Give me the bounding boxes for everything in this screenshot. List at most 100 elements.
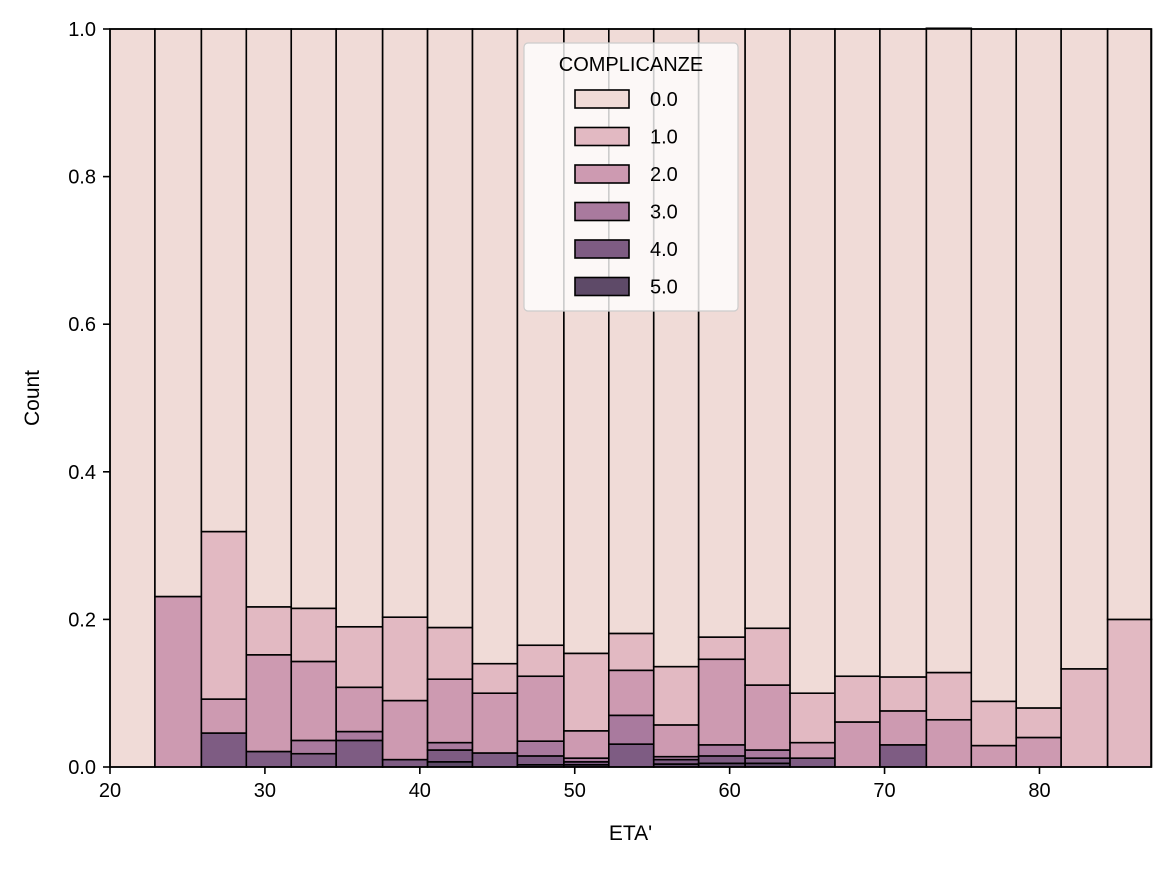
bar-segment-0-0 [426,28,474,629]
legend-label: 5.0 [650,277,678,299]
bar-segment-4-0 [516,755,565,766]
bar-segment-1-0 [970,700,1018,747]
bar-segment-1-0 [426,626,474,680]
legend-label: 3.0 [650,202,678,224]
y-tick-label: 0.6 [68,314,96,336]
x-tick-label: 20 [99,780,121,802]
bar-segment-0-0 [290,28,337,610]
bar-segment-1-0 [789,692,836,744]
bar-segment-2-0 [834,721,881,768]
bar-segment-1-0 [200,530,248,700]
bar-segment-3-0 [426,741,474,751]
bar-segment-1-0 [652,665,700,726]
bar-segment-1-0 [744,627,791,686]
bar-segment-1-0 [834,675,881,723]
bar-segment-3-0 [744,749,791,759]
bar-segment-3-0 [516,740,565,757]
y-tick-label: 0.0 [68,757,96,779]
bar-segment-1-0 [471,662,519,694]
y-tick-label: 0.2 [68,609,96,631]
x-tick-label: 30 [254,780,276,802]
y-tick-label: 0.4 [68,462,96,484]
legend-swatch-4-0 [574,239,630,259]
bar-segment-1-0 [563,652,610,732]
axes-layer: 20 30 40 50 60 70 80 0.0 0.2 0.4 0.6 0.8 1.0 ETA' Coun… [21,19,1152,845]
plot-frame [109,28,1152,768]
bar-segment-4-0 [697,755,746,765]
bar-segment-1-0 [516,644,565,678]
bar-segment-2-0 [154,595,203,768]
legend-swatch-2-0 [574,164,630,184]
legend-title: COMPLICANZE [559,54,703,76]
bar-segment-1-0 [697,636,746,661]
bar-segment-2-0 [516,675,565,742]
bar-segment-2-0 [925,718,973,768]
bar-segment-2-0 [290,660,337,742]
bar-segment-1-0 [1060,668,1109,768]
bar-segment-2-0 [744,684,791,751]
bar-segment-2-0 [426,678,474,744]
x-tick-label: 60 [719,780,741,802]
bar-segment-2-0 [200,698,248,734]
bar-segment-4-0 [381,758,429,768]
legend-label: 0.0 [650,89,678,111]
legend-swatch-3-0 [574,201,630,222]
y-tick-label: 0.8 [68,167,96,189]
legend-label: 2.0 [650,164,678,186]
y-tick-label: 1.0 [68,19,96,41]
bar-segment-4-0 [608,743,655,768]
bar-segment-1-0 [879,676,928,712]
bar-segment-2-0 [381,699,429,761]
bar-segment-2-0 [789,741,836,759]
bar-segment-0-0 [471,28,519,665]
x-tick-label: 70 [873,780,895,802]
bar-segment-4-0 [789,757,836,768]
bar-segment-4-0 [245,750,293,768]
bar-segment-1-0 [608,632,655,672]
bar-segment-1-0 [381,616,429,702]
bars-layer [109,27,1153,768]
bar-segment-2-0 [970,744,1018,768]
bar-segment-4-0 [290,752,337,768]
bar-segment-0-0 [335,28,384,628]
legend-swatch-1-0 [574,126,630,147]
legend-swatch-5-0 [574,276,630,297]
bar-segment-2-0 [608,669,655,717]
bar-segment-0-0 [789,28,836,695]
legend-box [523,42,739,312]
bar-segment-0-0 [834,28,881,678]
bar-segment-0-0 [925,27,973,674]
y-axis-label: Count [21,370,44,426]
bar-segment-3-0 [608,714,655,745]
bar-segment-0-0 [1015,28,1062,709]
legend-swatch-0-0 [574,89,630,109]
x-tick-label: 80 [1028,780,1050,802]
bar-segment-0-0 [154,28,203,598]
x-axis-label: ETA' [609,822,652,845]
bar-segment-0-0 [381,28,429,618]
bar-segment-2-0 [563,730,610,759]
bar-segment-1-0 [335,625,384,689]
bar-segment-0-0 [970,28,1018,703]
x-tick-label: 50 [564,780,586,802]
bar-segment-2-0 [652,724,700,758]
bar-segment-1-0 [925,671,973,721]
bar-segment-3-0 [697,744,746,757]
bar-segment-0-0 [1106,28,1153,621]
bar-segment-4-0 [426,749,474,763]
bar-segment-4-0 [879,744,928,768]
x-tick-label: 40 [409,780,431,802]
bar-segment-4-0 [471,752,519,768]
bar-segment-2-0 [1015,736,1062,768]
bar-segment-0-0 [1060,28,1109,670]
bar-segment-2-0 [245,654,293,753]
bar-segment-0-0 [744,28,791,630]
bar-segment-1-0 [1015,707,1062,739]
bar-segment-1-0 [245,606,293,656]
bar-segment-0-0 [109,28,156,768]
bar-segment-4-0 [335,739,384,768]
bar-segment-2-0 [335,686,384,733]
bar-segment-0-0 [245,28,293,608]
